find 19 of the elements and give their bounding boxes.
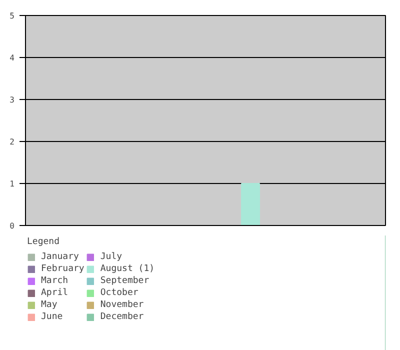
legend-label: March	[41, 276, 68, 286]
legend-label: January	[41, 252, 79, 262]
y-tick-label: 0	[10, 222, 15, 230]
legend-label: August (1)	[100, 264, 155, 274]
legend-label: April	[41, 288, 68, 298]
legend-label: February	[41, 264, 84, 274]
legend-label: May	[41, 300, 58, 310]
y-tick-label: 1	[10, 180, 15, 188]
y-tick-label: 5	[10, 12, 15, 20]
legend-label: October	[100, 288, 138, 298]
y-tick-label: 4	[10, 54, 15, 62]
legend-label: June	[41, 312, 63, 322]
y-tick-label: 2	[10, 138, 15, 146]
legend-label: September	[100, 276, 150, 286]
legend-label: July	[100, 252, 122, 262]
legend-label: December	[100, 312, 144, 322]
y-tick-label: 3	[10, 96, 15, 104]
legend-label: November	[100, 300, 144, 310]
legend-title: Legend	[27, 237, 61, 247]
